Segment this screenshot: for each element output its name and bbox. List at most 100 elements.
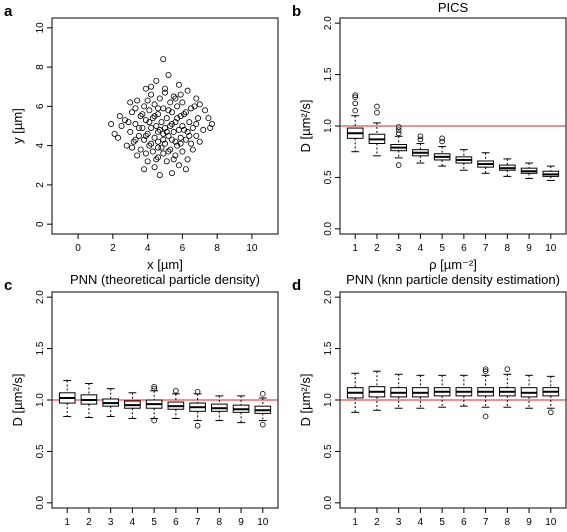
y-tick-label: 0.0 <box>323 221 334 235</box>
boxplot-8 <box>499 366 516 408</box>
boxplot-4 <box>412 133 429 164</box>
x-tick-label: 6 <box>180 243 186 254</box>
y-tick-label: 8 <box>35 64 46 70</box>
x-tick-label: 10 <box>257 517 269 528</box>
data-point <box>139 111 146 118</box>
x-tick-label: 7 <box>195 517 201 528</box>
boxplot-8 <box>499 158 516 177</box>
x-tick-label: 4 <box>145 243 151 254</box>
data-point <box>137 113 144 120</box>
y-tick-label: 0.5 <box>323 444 334 458</box>
data-point <box>186 119 193 126</box>
y-axis-label: D [µm²/s] <box>298 100 313 153</box>
chart-title: PNN (knn particle density estimation) <box>346 272 560 287</box>
boxplot-1 <box>346 372 364 413</box>
y-tick-label: 2.0 <box>323 16 334 30</box>
x-tick-label: 5 <box>439 517 445 528</box>
data-point <box>141 166 148 173</box>
data-point <box>170 93 177 100</box>
data-point <box>188 105 195 112</box>
boxplot-5 <box>433 135 451 167</box>
data-point <box>179 99 186 106</box>
data-point <box>193 132 200 139</box>
data-point <box>132 136 139 143</box>
x-tick-label: 2 <box>374 243 380 254</box>
data-point <box>156 126 163 133</box>
y-tick-label: 2.0 <box>323 290 334 304</box>
boxplot-4 <box>412 374 429 409</box>
x-tick-label: 5 <box>439 243 445 254</box>
data-point <box>177 91 184 98</box>
boxplot-2 <box>368 370 386 411</box>
x-tick-label: 9 <box>526 517 532 528</box>
boxplot-4 <box>124 392 141 420</box>
data-point <box>130 138 137 145</box>
chart-title: PNN (theoretical particle density) <box>70 272 260 287</box>
data-point <box>205 115 212 122</box>
data-point <box>189 146 196 153</box>
outlier-point <box>352 92 359 98</box>
data-point <box>168 121 175 128</box>
data-point <box>172 119 179 126</box>
y-axis-label: y [µm] <box>10 108 25 144</box>
x-tick-label: 2 <box>110 243 116 254</box>
x-axis-label: ρ [µm⁻²] <box>429 257 477 272</box>
boxplot-10 <box>542 165 560 182</box>
y-tick-label: 0.0 <box>323 495 334 509</box>
data-point <box>156 95 163 102</box>
data-point <box>191 103 198 110</box>
panel-letter-d: d <box>292 277 301 294</box>
data-point <box>160 56 167 63</box>
x-tick-label: 2 <box>374 517 380 528</box>
data-point <box>160 136 167 143</box>
data-point <box>155 144 162 151</box>
data-point <box>163 115 170 122</box>
data-point <box>155 138 162 145</box>
data-point <box>151 101 158 108</box>
y-tick-label: 6 <box>35 103 46 109</box>
boxplot-3 <box>390 373 407 409</box>
data-point <box>196 101 203 108</box>
x-tick-label: 1 <box>352 517 358 528</box>
data-point <box>182 109 189 116</box>
data-point <box>207 124 214 131</box>
x-tick-label: 6 <box>173 517 179 528</box>
data-point <box>128 109 135 116</box>
y-tick-label: 1.5 <box>323 67 334 81</box>
data-point <box>141 103 148 110</box>
data-point <box>161 140 168 147</box>
data-point <box>148 91 155 98</box>
data-point <box>167 123 174 130</box>
outlier-point <box>374 109 380 116</box>
data-point <box>142 85 149 92</box>
outlier-point <box>504 366 511 372</box>
data-point <box>160 105 167 112</box>
data-point <box>148 83 155 90</box>
outlier-point <box>352 107 359 114</box>
data-point <box>144 158 151 165</box>
data-point <box>175 162 182 169</box>
data-point <box>132 105 139 112</box>
data-point <box>186 132 193 139</box>
outlier-point <box>194 388 201 395</box>
panel-letter-a: a <box>4 3 13 20</box>
data-point <box>146 107 153 114</box>
data-point <box>155 111 162 118</box>
data-point <box>167 99 174 106</box>
x-tick-label: 3 <box>396 517 402 528</box>
outlier-point <box>374 103 380 110</box>
data-point <box>148 140 155 147</box>
y-tick-label: 0 <box>35 221 46 227</box>
data-point <box>142 150 149 157</box>
boxplot-5 <box>433 374 451 408</box>
data-point <box>189 124 196 131</box>
data-point <box>153 156 160 163</box>
outlier-point <box>352 94 359 100</box>
data-point <box>151 113 158 120</box>
y-tick-label: 1.0 <box>35 393 46 407</box>
x-tick-label: 10 <box>545 243 557 254</box>
data-point <box>139 124 146 131</box>
data-point <box>184 87 191 94</box>
data-point <box>161 124 168 131</box>
panel-a: a 0 2 4 6 8 10 0 2 4 6 8 10 x [µm] y [µm] <box>4 3 279 272</box>
